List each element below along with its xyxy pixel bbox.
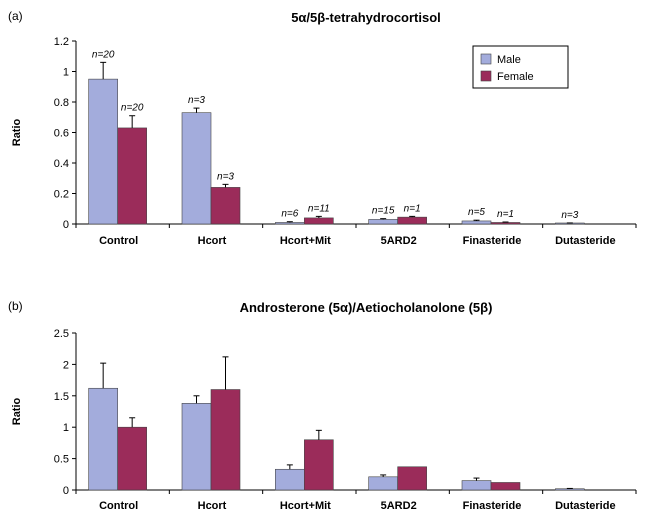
y-tick-label: 0.8 [54, 97, 69, 109]
bar-male-hcort-mit [275, 222, 305, 225]
legend-label-male: Male [497, 54, 521, 66]
n-label: n=6 [281, 209, 298, 220]
bar-male-hcort-mit [275, 468, 305, 491]
legend-swatch-male [480, 53, 492, 65]
n-label: n=3 [188, 95, 205, 106]
category-label: Hcort [198, 500, 227, 512]
bar-female-5ard2 [397, 466, 427, 491]
category-label: Dutasteride [555, 235, 616, 247]
y-tick-label: 1.5 [54, 391, 69, 403]
bar-male-dutasteride [555, 488, 585, 491]
n-label: n=1 [497, 209, 514, 220]
bar-female-control [117, 426, 147, 491]
bar-female-control [117, 127, 147, 225]
category-label: Dutasteride [555, 500, 616, 512]
n-label: n=20 [121, 103, 144, 114]
bar-female-5ard2 [397, 216, 427, 225]
bar-female-hcort-mit [304, 217, 334, 225]
bar-male-control [88, 78, 118, 225]
y-tick-label: 0.6 [54, 128, 69, 140]
bar-male-finasteride [461, 480, 492, 491]
bar-female-hcort [210, 187, 241, 225]
chart-title: Androsterone (5α)/Aetiocholanolone (5β) [240, 300, 493, 315]
category-label: Finasteride [463, 500, 522, 512]
n-label: n=1 [404, 203, 421, 214]
bar-male-control [88, 387, 118, 491]
legend-swatch-female [480, 70, 492, 82]
y-tick-label: 1 [63, 422, 69, 434]
panel-label: (a) [8, 9, 23, 23]
y-tick-label: 1 [63, 67, 69, 79]
panel-label: (b) [8, 299, 23, 313]
y-tick-label: 0 [63, 485, 69, 497]
bar-male-hcort [181, 403, 212, 491]
n-label: n=15 [372, 206, 395, 217]
bar-female-hcort [210, 389, 241, 491]
bar-male-hcort [181, 112, 212, 225]
category-label: Hcort+Mit [280, 500, 331, 512]
bar-male-finasteride [461, 220, 492, 225]
category-label: Control [99, 500, 138, 512]
bar-female-finasteride [490, 482, 521, 491]
n-label: n=5 [468, 207, 485, 218]
bar-female-finasteride [490, 222, 521, 225]
y-tick-label: 1.2 [54, 36, 69, 48]
n-label: n=3 [217, 171, 234, 182]
y-tick-label: 0.4 [54, 158, 69, 170]
category-label: Control [99, 235, 138, 247]
y-tick-label: 0.5 [54, 454, 69, 466]
bar-male-5ard2 [368, 476, 398, 491]
category-label: 5ARD2 [381, 500, 417, 512]
n-label: n=11 [308, 203, 330, 214]
n-label: n=3 [561, 210, 578, 221]
y-tick-label: 2 [63, 359, 69, 371]
chart-title: 5α/5β-tetrahydrocortisol [291, 10, 441, 25]
category-label: Hcort+Mit [280, 235, 331, 247]
y-tick-label: 0 [63, 219, 69, 231]
category-label: Finasteride [463, 235, 522, 247]
category-label: Hcort [198, 235, 227, 247]
y-tick-label: 0.2 [54, 189, 69, 201]
category-label: 5ARD2 [381, 235, 417, 247]
y-axis-label: Ratio [11, 118, 23, 146]
bar-male-5ard2 [368, 219, 398, 225]
y-tick-label: 2.5 [54, 328, 69, 340]
n-label: n=20 [92, 49, 115, 60]
bar-female-hcort-mit [304, 439, 334, 491]
y-axis-label: Ratio [11, 397, 23, 425]
legend-label-female: Female [497, 71, 534, 83]
